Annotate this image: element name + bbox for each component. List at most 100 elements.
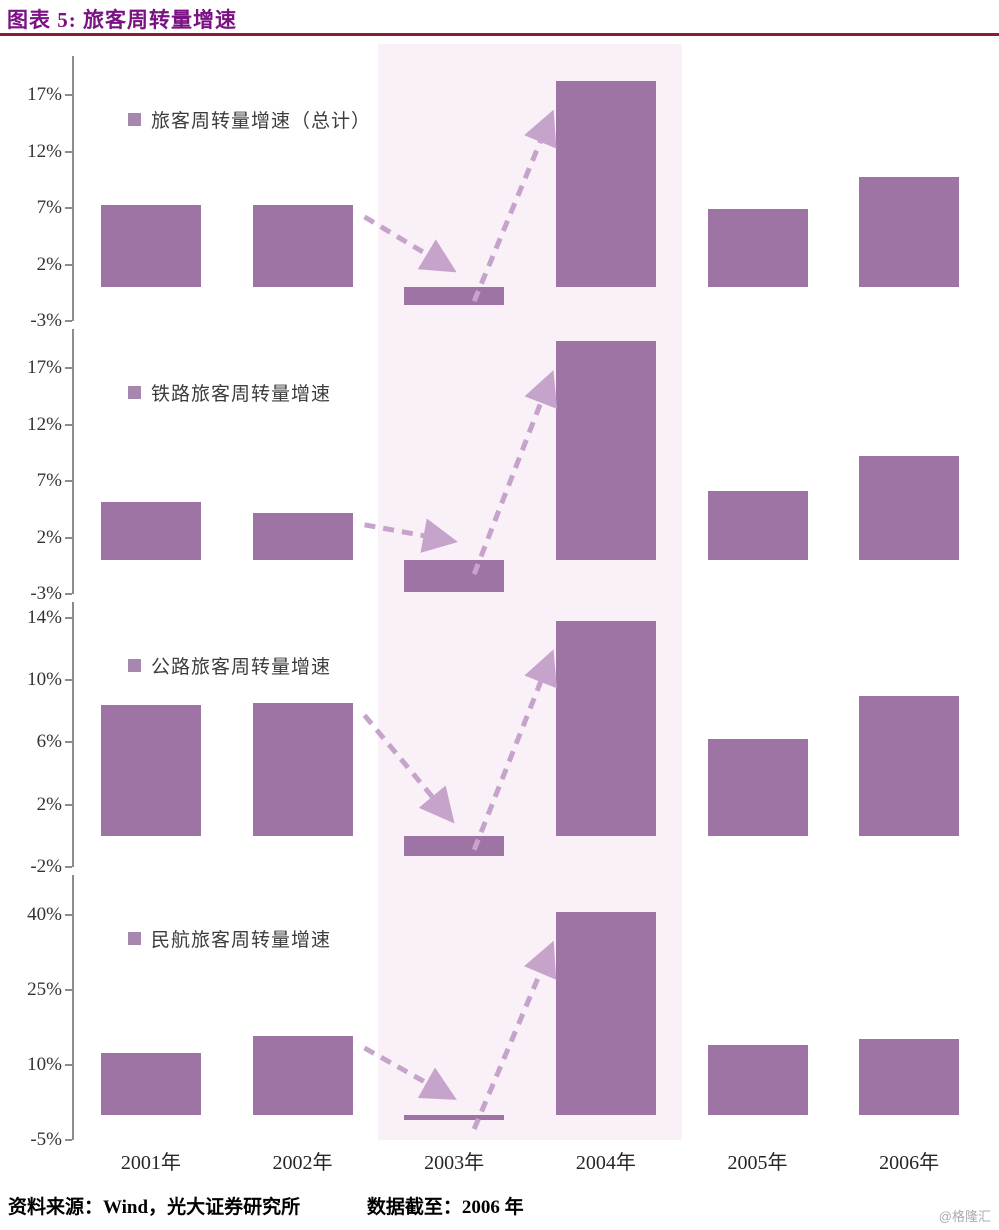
footer: 资料来源：Wind，光大证券研究所 数据截至：2006 年: [8, 1192, 991, 1219]
y-tick-label: -3%: [30, 583, 62, 604]
y-tick-label: 2%: [36, 793, 62, 815]
y-tick-mark: [65, 320, 72, 322]
bar-2002年: [252, 703, 353, 836]
legend-square-icon: [128, 113, 141, 126]
bar-2006年: [859, 695, 960, 836]
y-tick-mark: [65, 1064, 72, 1066]
y-tick-mark: [65, 803, 72, 806]
legend-square-icon: [128, 932, 141, 945]
bar-2001年: [100, 704, 201, 836]
y-tick-mark: [65, 480, 72, 483]
y-tick-label: -3%: [30, 310, 62, 331]
source-note: 资料来源：Wind，光大证券研究所: [8, 1197, 301, 1218]
data-cutoff-note: 数据截至：2006 年: [366, 1197, 524, 1218]
y-tick-label: 7%: [36, 197, 62, 219]
bar-2005年: [707, 739, 808, 836]
panel-aviation-turnover: 民航旅客周转量增速 40% 25% 10% -5%: [0, 867, 999, 1150]
arrow-down-to-2003: [364, 518, 459, 553]
legend-aviation: 民航旅客周转量增速: [128, 925, 331, 952]
y-tick-label: 17%: [27, 84, 62, 106]
arrow-down-to-2003: [363, 1045, 457, 1100]
y-tick-mark: [65, 423, 72, 426]
bar-2001年: [100, 204, 201, 288]
bar-2004年: [555, 912, 656, 1115]
legend-square-icon: [128, 659, 141, 672]
legend-label: 旅客周转量增速（总计）: [151, 111, 372, 132]
y-tick-label: 12%: [27, 140, 62, 162]
bar-2006年: [859, 1039, 960, 1115]
bar-2005年: [707, 209, 808, 288]
arrow-up-to-2004: [471, 109, 557, 303]
y-tick-label: 7%: [36, 470, 62, 492]
figure-title: 图表 5: 旅客周转量增速: [7, 8, 237, 32]
y-tick-label: 2%: [36, 526, 62, 548]
y-axis: [72, 329, 74, 594]
legend-total: 旅客周转量增速（总计）: [128, 106, 371, 133]
bar-2005年: [707, 491, 808, 561]
y-axis: [72, 56, 74, 321]
y-tick-label: 10%: [27, 668, 62, 690]
y-tick-mark: [65, 150, 72, 153]
y-tick-mark: [65, 678, 72, 681]
y-tick-mark: [65, 263, 72, 266]
bar-2003年: [404, 560, 505, 592]
y-tick-mark: [65, 616, 72, 619]
figure-header: 图表 5: 旅客周转量增速: [7, 4, 237, 34]
y-tick-label: 40%: [27, 904, 62, 925]
x-axis-label-2004年: 2004年: [575, 1152, 636, 1174]
x-axis-label-2003年: 2003年: [424, 1152, 485, 1174]
bar-2003年: [404, 1115, 505, 1120]
legend-label: 公路旅客周转量增速: [151, 657, 332, 678]
y-tick-mark: [65, 1139, 72, 1141]
bar-2006年: [859, 456, 960, 561]
x-axis-label-2002年: 2002年: [272, 1152, 333, 1174]
y-tick-label: 14%: [27, 606, 62, 628]
panel-railway-turnover: 铁路旅客周转量增速 17% 12% 7% 2% -3%: [0, 321, 999, 604]
arrow-up-to-2004: [471, 370, 558, 576]
x-axis-label-2001年: 2001年: [120, 1152, 181, 1174]
x-axis-label-2006年: 2006年: [879, 1152, 940, 1174]
bar-2004年: [555, 341, 656, 561]
legend-railway: 铁路旅客周转量增速: [128, 379, 331, 406]
chart-area: 旅客周转量增速（总计） 17% 12% 7% 2% -3% 铁路旅客周转量增速 17% 1…: [0, 48, 999, 1150]
y-tick-mark: [65, 914, 72, 916]
panel-highway-turnover: 公路旅客周转量增速 14% 10% 6% 2% -2%: [0, 594, 999, 877]
y-tick-mark: [65, 741, 72, 744]
legend-square-icon: [128, 386, 141, 399]
bar-2001年: [100, 1052, 201, 1115]
bar-2004年: [555, 620, 656, 836]
y-tick-label: 17%: [27, 357, 62, 379]
bar-2002年: [252, 204, 353, 288]
y-tick-label: -2%: [30, 856, 62, 877]
y-axis: [72, 602, 74, 867]
y-tick-mark: [65, 367, 72, 370]
y-tick-label: 10%: [27, 1054, 62, 1075]
watermark: @格隆汇: [938, 1209, 991, 1224]
y-tick-mark: [65, 536, 72, 539]
legend-label: 铁路旅客周转量增速: [151, 384, 332, 405]
y-tick-mark: [65, 593, 72, 595]
bar-2005年: [707, 1045, 808, 1115]
trend-arrows: [362, 649, 557, 851]
bar-2002年: [252, 1036, 353, 1115]
legend-label: 民航旅客周转量增速: [151, 930, 332, 951]
trend-arrows: [363, 940, 557, 1130]
y-tick-label: 12%: [27, 413, 62, 435]
title-underline: [0, 33, 999, 36]
y-tick-mark: [65, 866, 72, 868]
y-tick-mark: [65, 94, 72, 97]
y-tick-label: 25%: [27, 979, 62, 1000]
x-axis-labels: 2001年 2002年 2003年 2004年 2005年 2006年: [0, 1146, 999, 1178]
x-axis-label-2005年: 2005年: [727, 1152, 788, 1174]
arrow-up-to-2004: [471, 649, 557, 851]
arrow-down-to-2003: [362, 713, 455, 824]
y-tick-mark: [65, 989, 72, 991]
bar-2001年: [100, 501, 201, 561]
arrow-up-to-2004: [471, 940, 557, 1130]
panel-total-turnover: 旅客周转量增速（总计） 17% 12% 7% 2% -3%: [0, 48, 999, 331]
y-tick-label: -5%: [30, 1129, 62, 1150]
bar-2002年: [252, 512, 353, 561]
legend-highway: 公路旅客周转量增速: [128, 652, 331, 679]
bar-2004年: [555, 80, 656, 288]
